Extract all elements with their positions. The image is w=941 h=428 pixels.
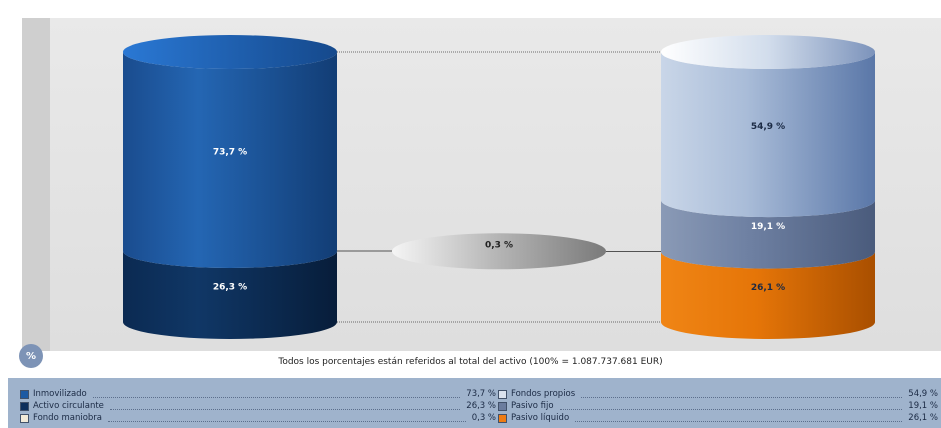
- legend-item-fondos-propios: Fondos propios 54,9 %: [498, 388, 938, 400]
- legend-label: Activo circulante: [33, 401, 104, 411]
- assets-label-1: 26,3 %: [213, 282, 247, 292]
- legend-value: 26,3 %: [466, 401, 496, 411]
- legend-item-activo-circulante: Activo circulante 26,3 %: [20, 400, 496, 412]
- legend-swatch: [498, 401, 507, 411]
- legend-swatch: [498, 413, 507, 423]
- leader-dots: [575, 415, 903, 422]
- assets-cylinder-segment-1: [123, 250, 337, 339]
- balance-chart: 73,7 % 26,3 % 54,9 % 19,1 % 26,1 % 0,3 %: [22, 18, 941, 351]
- liabilities-cylinder-top: [661, 35, 875, 69]
- legend-label: Fondo maniobra: [33, 413, 103, 423]
- working-capital-label: 0,3 %: [485, 240, 513, 250]
- working-capital-disc: [392, 233, 606, 270]
- percent-badge[interactable]: %: [19, 344, 43, 368]
- legend-value: 0,3 %: [471, 413, 496, 423]
- legend-swatch: [20, 389, 29, 399]
- leader-dots: [581, 391, 903, 398]
- liabilities-cylinder-segment-1: [661, 200, 875, 269]
- legend: Inmovilizado 73,7 % Activo circulante 26…: [8, 378, 941, 428]
- legend-item-pasivo-liquido: Pasivo líquido 26,1 %: [498, 412, 938, 424]
- left-strip: [22, 18, 50, 351]
- leader-dots: [109, 403, 461, 410]
- liabilities-label-2: 26,1 %: [751, 283, 785, 293]
- legend-swatch: [498, 389, 507, 399]
- legend-swatch: [20, 413, 29, 423]
- assets-cylinder-top: [123, 35, 337, 69]
- liabilities-cylinder-segment-0: [661, 52, 875, 218]
- liabilities-label-1: 19,1 %: [751, 222, 785, 232]
- liabilities-cylinder-segment-2: [661, 251, 875, 339]
- legend-value: 54,9 %: [908, 389, 938, 399]
- leader-dots: [108, 415, 466, 422]
- legend-item-pasivo-fijo: Pasivo fijo 19,1 %: [498, 400, 938, 412]
- legend-value: 19,1 %: [908, 401, 938, 411]
- leader-dots: [92, 391, 461, 398]
- legend-value: 26,1 %: [908, 413, 938, 423]
- liabilities-label-0: 54,9 %: [751, 122, 785, 132]
- legend-label: Pasivo líquido: [511, 413, 570, 423]
- assets-label-0: 73,7 %: [213, 147, 247, 157]
- legend-label: Fondos propios: [511, 389, 576, 399]
- chart-footnote: Todos los porcentajes están referidos al…: [278, 357, 663, 367]
- legend-label: Inmovilizado: [33, 389, 87, 399]
- legend-value: 73,7 %: [466, 389, 496, 399]
- leader-dots: [559, 403, 903, 410]
- legend-item-inmovilizado: Inmovilizado 73,7 %: [20, 388, 496, 400]
- legend-item-fondo-maniobra: Fondo maniobra 0,3 %: [20, 412, 496, 424]
- assets-cylinder-segment-0: [123, 52, 337, 268]
- legend-swatch: [20, 401, 29, 411]
- legend-label: Pasivo fijo: [511, 401, 554, 411]
